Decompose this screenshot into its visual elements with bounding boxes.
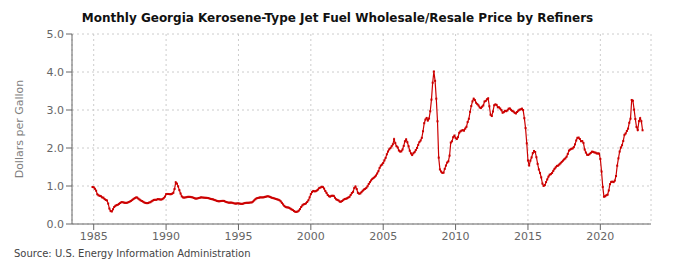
svg-text:1.0: 1.0 bbox=[47, 180, 65, 193]
svg-text:Dollars per Gallon: Dollars per Gallon bbox=[13, 80, 26, 179]
svg-text:3.0: 3.0 bbox=[47, 104, 65, 117]
svg-text:1995: 1995 bbox=[224, 230, 252, 243]
svg-text:4.0: 4.0 bbox=[47, 66, 65, 79]
svg-text:0.0: 0.0 bbox=[47, 218, 65, 231]
html-text:Monthly Georgia Kerosene-Type: Monthly Georgia Kerosene-Type Jet Fuel W… bbox=[81, 11, 594, 25]
svg-text:2005: 2005 bbox=[369, 230, 397, 243]
svg-text:2.0: 2.0 bbox=[47, 142, 65, 155]
svg-text:2020: 2020 bbox=[586, 230, 614, 243]
svg-text:2000: 2000 bbox=[297, 230, 325, 243]
html-text:Source: U.S. Energy Informatio: Source: U.S. Energy Information Administ… bbox=[14, 248, 251, 259]
svg-text:1990: 1990 bbox=[152, 230, 180, 243]
svg-text:5.0: 5.0 bbox=[47, 28, 65, 41]
svg-text:2010: 2010 bbox=[442, 230, 470, 243]
svg-text:2015: 2015 bbox=[514, 230, 542, 243]
svg-text:1985: 1985 bbox=[80, 230, 108, 243]
